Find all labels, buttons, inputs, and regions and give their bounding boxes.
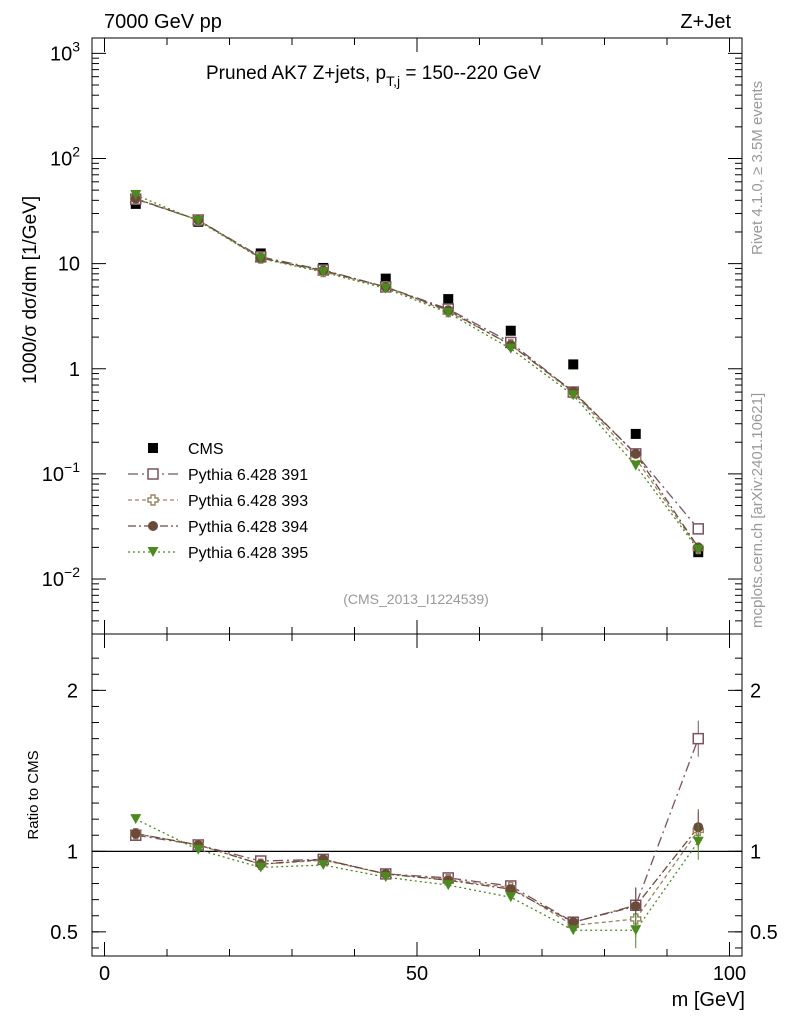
x-tick-label: 0	[99, 963, 110, 985]
ratio-y-tick-label-left: 2	[67, 680, 78, 702]
legend: CMS Pythia 6.428 391 Pythia 6.428 393 Pythi…	[128, 441, 308, 562]
ratio-data-point	[630, 901, 641, 912]
ratio-data-point	[130, 828, 141, 839]
ratio-y-tick-label-right: 2	[750, 680, 761, 702]
main-y-tick-exponent: 2	[72, 143, 80, 159]
main-y-tick-exponent: 3	[72, 38, 80, 54]
legend-label: Pythia 6.428 395	[188, 545, 308, 562]
main-y-tick-base: 10	[58, 254, 80, 276]
ratio-data-point	[505, 884, 516, 895]
title-subscript: T,j	[386, 73, 400, 89]
main-data-point	[442, 307, 454, 318]
ratio-plot-frame	[91, 633, 743, 957]
analysis-watermark: (CMS_2013_I1224539)	[343, 591, 489, 607]
main-data-point	[380, 283, 392, 294]
main-data-point	[130, 189, 142, 200]
ratio-data-point	[255, 862, 267, 873]
ratio-plot-axes: 0.5 0.5 1 1 2 2 0 50 100	[50, 634, 778, 985]
ratio-data-point	[192, 844, 204, 855]
main-y-tick-base: 10	[42, 464, 64, 486]
main-plot-marks	[130, 189, 704, 558]
main-y-tick-base: 10	[42, 569, 64, 591]
ratio-y-tick-label-right: 1	[750, 841, 761, 863]
legend-marker	[147, 547, 159, 557]
header-left-label: 7000 GeV pp	[104, 11, 222, 33]
main-y-tick-label: 10−2	[42, 564, 80, 591]
legend-label: CMS	[188, 441, 224, 458]
mcplots-label: mcplots.cern.ch [arXiv:2401.10621]	[749, 393, 766, 628]
x-tick-label: 50	[406, 963, 428, 985]
ratio-data-point	[505, 892, 517, 903]
ratio-y-axis-label: Ratio to CMS	[25, 750, 42, 839]
ratio-data-point	[380, 872, 392, 883]
main-data-point	[192, 215, 204, 226]
ratio-data-point	[442, 880, 454, 891]
legend-label: Pythia 6.428 393	[188, 493, 308, 510]
main-y-axis-label: 1000/σ dσ/dm [1/GeV]	[20, 196, 41, 384]
title-main: Pruned AK7 Z+jets, p	[206, 63, 386, 84]
ratio-data-point	[317, 860, 329, 871]
x-axis-label: m [GeV]	[672, 989, 745, 1011]
main-data-point	[443, 294, 454, 305]
main-series-line	[135, 198, 699, 548]
main-data-point	[567, 390, 579, 401]
main-data-point	[568, 359, 579, 370]
legend-label: Pythia 6.428 394	[188, 519, 308, 536]
x-tick-label: 100	[713, 963, 746, 985]
main-y-tick-label: 10	[58, 254, 80, 276]
legend-marker	[147, 494, 159, 506]
main-data-point	[505, 325, 516, 336]
legend-marker	[147, 468, 159, 480]
legend-marker	[148, 443, 158, 453]
ratio-series-line	[135, 830, 699, 927]
ratio-data-point	[568, 917, 579, 928]
main-data-point	[692, 544, 704, 555]
rivet-version-label: Rivet 4.1.0, ≥ 3.5M events	[749, 81, 766, 255]
main-y-tick-label: 10−1	[42, 459, 80, 486]
ratio-data-point	[692, 836, 704, 847]
ratio-plot-marks	[130, 720, 704, 949]
ratio-series-line	[135, 738, 699, 923]
main-y-tick-exponent: −1	[64, 459, 80, 475]
ratio-data-point	[630, 925, 642, 936]
main-series-line	[135, 198, 699, 549]
main-data-point	[380, 273, 391, 284]
legend-marker	[148, 521, 158, 531]
main-data-point	[505, 343, 517, 354]
main-data-point	[630, 428, 641, 439]
title-tail: = 150--220 GeV	[400, 63, 541, 84]
main-data-point	[630, 448, 641, 459]
legend-label: Pythia 6.428 391	[188, 467, 308, 484]
main-y-tick-base: 10	[50, 43, 72, 65]
main-plot-title: Pruned AK7 Z+jets, pT,j = 150--220 GeV	[206, 63, 541, 89]
ratio-data-point	[692, 732, 704, 745]
main-y-tick-label: 102	[50, 143, 80, 170]
main-y-tick-base: 1	[69, 359, 80, 381]
main-y-tick-base: 10	[50, 148, 72, 170]
ratio-series-line	[135, 818, 699, 931]
header-right-label: Z+Jet	[680, 11, 731, 33]
main-data-point	[692, 523, 704, 535]
ratio-data-point	[567, 925, 579, 936]
main-data-point	[317, 267, 329, 278]
ratio-series-line	[135, 826, 699, 923]
main-y-tick-label: 103	[50, 38, 80, 65]
ratio-data-point	[130, 814, 142, 825]
ratio-y-tick-label-left: 1	[67, 841, 78, 863]
main-data-point	[630, 460, 642, 471]
main-data-point	[255, 253, 267, 264]
main-y-tick-label: 1	[69, 359, 80, 381]
ratio-y-tick-label-left: 0.5	[50, 922, 78, 944]
main-y-tick-exponent: −2	[64, 564, 80, 580]
ratio-y-tick-label-right: 0.5	[750, 922, 778, 944]
